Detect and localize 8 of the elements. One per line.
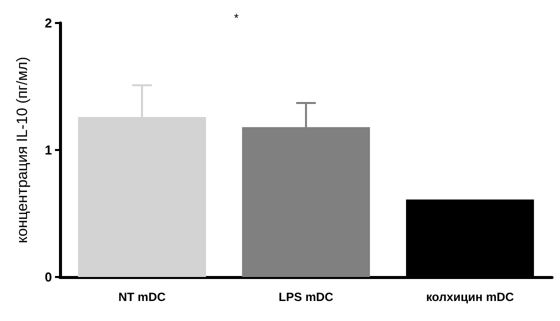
x-tick-label: LPS mDC xyxy=(278,290,334,304)
x-tick-label: NT mDC xyxy=(118,290,166,304)
y-tick-label: 0 xyxy=(44,270,52,284)
y-tick-label: 2 xyxy=(44,16,52,30)
y-tick-label: 1 xyxy=(44,142,52,158)
y-axis-title: концентрация IL-10 (пг/мл) xyxy=(14,56,31,244)
x-tick-label: колхицин mDC xyxy=(426,290,514,304)
annotation: * xyxy=(234,11,239,25)
